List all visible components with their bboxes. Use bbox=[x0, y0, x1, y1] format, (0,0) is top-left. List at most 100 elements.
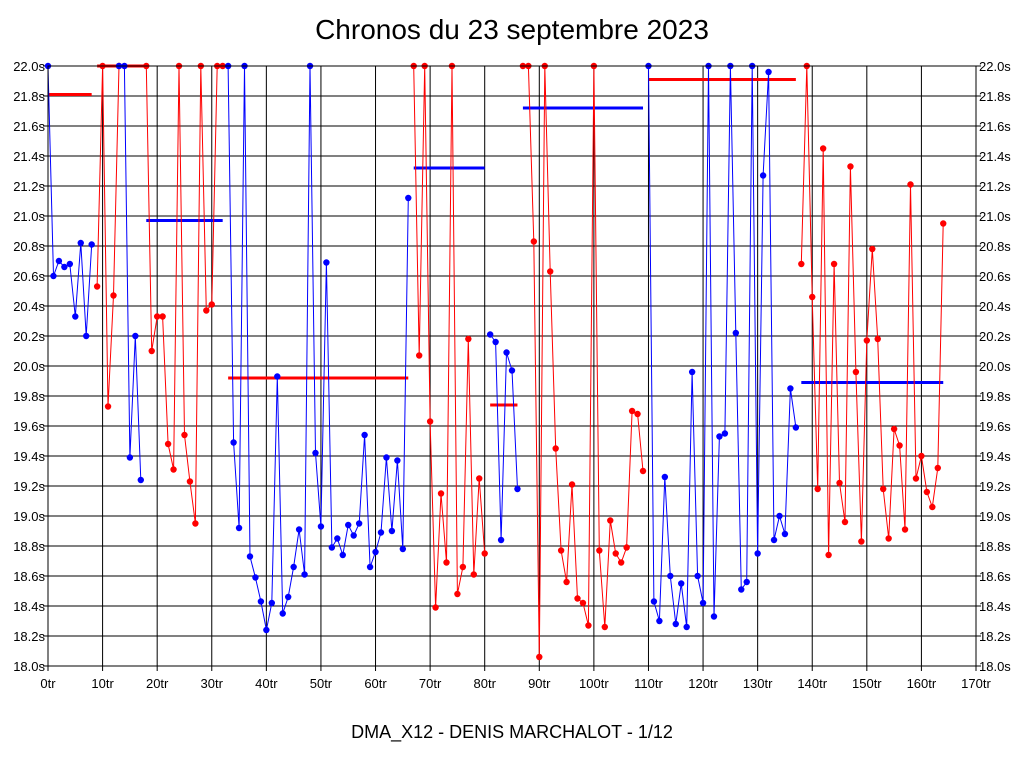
data-point bbox=[601, 623, 608, 631]
data-point bbox=[667, 572, 674, 580]
data-point bbox=[754, 550, 761, 557]
data-point bbox=[66, 260, 74, 268]
x-tick-label: 10tr bbox=[91, 676, 114, 691]
data-point bbox=[907, 181, 914, 188]
data-point bbox=[323, 259, 330, 266]
data-point bbox=[312, 449, 319, 457]
y-tick-label: 21.0s bbox=[13, 209, 45, 224]
x-tick-label: 40tr bbox=[255, 676, 278, 691]
data-point bbox=[612, 550, 619, 557]
x-tick-label: 50tr bbox=[310, 676, 333, 691]
data-point bbox=[776, 512, 783, 520]
data-point bbox=[230, 439, 237, 446]
y-tick-label-right: 21.2s bbox=[979, 179, 1011, 194]
data-point bbox=[432, 604, 439, 611]
data-point bbox=[383, 454, 390, 461]
x-tick-label: 100tr bbox=[579, 676, 609, 691]
y-tick-label: 22.0s bbox=[13, 59, 45, 74]
data-point bbox=[61, 263, 68, 271]
y-tick-label: 18.0s bbox=[13, 659, 45, 674]
data-point bbox=[836, 479, 843, 487]
y-tick-label: 18.2s bbox=[13, 629, 45, 644]
data-point bbox=[918, 452, 925, 460]
y-tick-label-right: 19.0s bbox=[979, 509, 1011, 524]
data-point bbox=[940, 220, 947, 227]
data-point bbox=[880, 485, 887, 493]
data-point bbox=[699, 599, 707, 607]
y-tick-label-right: 18.2s bbox=[979, 629, 1011, 644]
y-tick-label-right: 20.2s bbox=[979, 329, 1011, 344]
y-tick-label: 19.6s bbox=[13, 419, 45, 434]
data-point bbox=[492, 338, 499, 346]
series-layer bbox=[44, 62, 947, 661]
data-point bbox=[164, 440, 172, 448]
y-tick-label-right: 18.6s bbox=[979, 569, 1011, 584]
y-tick-label-right: 20.0s bbox=[979, 359, 1011, 374]
data-point bbox=[896, 442, 903, 449]
data-point bbox=[847, 163, 854, 170]
y-tick-label-right: 21.0s bbox=[979, 209, 1011, 224]
y-tick-label-right: 19.4s bbox=[979, 449, 1011, 464]
data-point bbox=[830, 260, 838, 268]
chart-caption: DMA_X12 - DENIS MARCHALOT - 1/12 bbox=[351, 722, 673, 742]
data-point bbox=[170, 466, 177, 473]
data-point bbox=[563, 578, 570, 586]
data-point bbox=[257, 598, 265, 605]
data-point bbox=[192, 520, 199, 527]
data-point bbox=[568, 481, 576, 488]
data-point bbox=[683, 623, 690, 631]
data-point bbox=[132, 332, 139, 340]
data-point bbox=[809, 293, 816, 301]
x-tick-label: 170tr bbox=[961, 676, 991, 691]
y-tick-label: 18.8s bbox=[13, 539, 45, 554]
series-line bbox=[489, 334, 518, 541]
data-point bbox=[929, 503, 936, 511]
y-tick-label-right: 19.8s bbox=[979, 389, 1011, 404]
data-point bbox=[814, 485, 821, 493]
data-point bbox=[607, 517, 614, 524]
x-tick-label: 130tr bbox=[743, 676, 773, 691]
data-point bbox=[361, 431, 368, 439]
data-point bbox=[825, 551, 832, 559]
data-point bbox=[716, 433, 723, 440]
series-line bbox=[47, 65, 93, 337]
data-point bbox=[77, 239, 84, 247]
y-tick-label-right: 19.2s bbox=[979, 479, 1011, 494]
data-point bbox=[339, 551, 346, 559]
y-tick-label: 19.2s bbox=[13, 479, 45, 494]
data-point bbox=[536, 653, 543, 661]
data-point bbox=[617, 559, 625, 566]
series-line bbox=[413, 65, 486, 608]
y-tick-label: 18.6s bbox=[13, 569, 45, 584]
data-point bbox=[841, 518, 849, 526]
data-point bbox=[901, 526, 909, 533]
data-point bbox=[416, 352, 423, 359]
data-point bbox=[148, 347, 155, 355]
data-point bbox=[235, 524, 243, 532]
x-tick-label: 110tr bbox=[634, 676, 663, 691]
y-tick-label-right: 20.8s bbox=[979, 239, 1011, 254]
data-point bbox=[459, 563, 467, 571]
y-tick-label-right: 18.4s bbox=[979, 599, 1011, 614]
y-tick-label-right: 22.0s bbox=[979, 59, 1011, 74]
y-tick-label-right: 21.4s bbox=[979, 149, 1011, 164]
data-point bbox=[503, 349, 510, 356]
data-point bbox=[366, 563, 374, 571]
data-point bbox=[181, 431, 188, 439]
data-point bbox=[186, 478, 194, 485]
data-point bbox=[656, 617, 663, 625]
data-point bbox=[530, 238, 538, 245]
data-point bbox=[465, 335, 472, 343]
y-tick-label: 21.8s bbox=[13, 89, 45, 104]
data-point bbox=[912, 475, 920, 482]
data-point bbox=[377, 529, 385, 536]
data-point bbox=[104, 403, 112, 410]
x-tick-label: 70tr bbox=[419, 676, 442, 691]
y-tick-label: 21.6s bbox=[13, 119, 45, 134]
x-tick-label: 80tr bbox=[474, 676, 497, 691]
data-point bbox=[672, 620, 679, 628]
data-point bbox=[290, 563, 297, 571]
x-tick-label: 0tr bbox=[40, 676, 56, 691]
y-tick-label: 20.6s bbox=[13, 269, 45, 284]
